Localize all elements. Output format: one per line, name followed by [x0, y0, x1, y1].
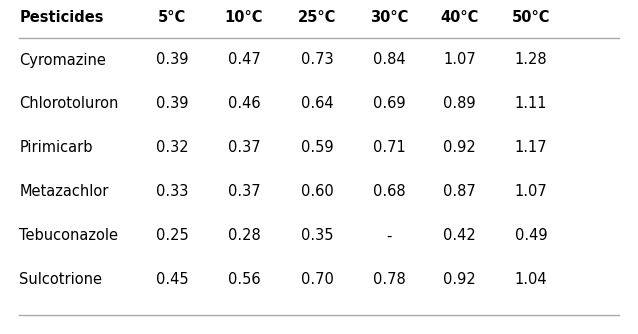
Text: 0.35: 0.35 [301, 228, 334, 243]
Text: 0.32: 0.32 [156, 141, 189, 156]
Text: 1.07: 1.07 [515, 184, 547, 199]
Text: 0.39: 0.39 [156, 52, 188, 67]
Text: 0.78: 0.78 [373, 273, 406, 288]
Text: 0.39: 0.39 [156, 97, 188, 112]
Text: Pesticides: Pesticides [19, 10, 103, 25]
Text: Pirimicarb: Pirimicarb [19, 141, 93, 156]
Text: 1.28: 1.28 [515, 52, 547, 67]
Text: Cyromazine: Cyromazine [19, 52, 106, 67]
Text: 0.33: 0.33 [156, 184, 188, 199]
Text: 1.17: 1.17 [515, 141, 547, 156]
Text: 0.37: 0.37 [228, 184, 260, 199]
Text: 0.59: 0.59 [301, 141, 334, 156]
Text: 0.25: 0.25 [156, 228, 189, 243]
Text: 0.37: 0.37 [228, 141, 260, 156]
Text: -: - [387, 228, 392, 243]
Text: 0.64: 0.64 [301, 97, 334, 112]
Text: 0.46: 0.46 [228, 97, 260, 112]
Text: 30°C: 30°C [370, 10, 408, 25]
Text: 0.87: 0.87 [443, 184, 476, 199]
Text: 0.47: 0.47 [228, 52, 260, 67]
Text: 25°C: 25°C [298, 10, 337, 25]
Text: 1.04: 1.04 [515, 273, 547, 288]
Text: 0.68: 0.68 [373, 184, 406, 199]
Text: 5°C: 5°C [158, 10, 186, 25]
Text: 0.84: 0.84 [373, 52, 406, 67]
Text: 0.71: 0.71 [373, 141, 406, 156]
Text: 0.89: 0.89 [443, 97, 476, 112]
Text: Tebuconazole: Tebuconazole [19, 228, 118, 243]
Text: 0.60: 0.60 [301, 184, 334, 199]
Text: 40°C: 40°C [440, 10, 478, 25]
Text: Sulcotrione: Sulcotrione [19, 273, 102, 288]
Text: 0.28: 0.28 [228, 228, 260, 243]
Text: 0.73: 0.73 [301, 52, 334, 67]
Text: 0.49: 0.49 [515, 228, 547, 243]
Text: 0.45: 0.45 [156, 273, 189, 288]
Text: 0.69: 0.69 [373, 97, 406, 112]
Text: Metazachlor: Metazachlor [19, 184, 108, 199]
Text: 0.70: 0.70 [301, 273, 334, 288]
Text: 0.42: 0.42 [443, 228, 476, 243]
Text: 0.92: 0.92 [443, 141, 476, 156]
Text: 50°C: 50°C [512, 10, 551, 25]
Text: Chlorotoluron: Chlorotoluron [19, 97, 119, 112]
Text: 1.07: 1.07 [443, 52, 476, 67]
Text: 10°C: 10°C [225, 10, 263, 25]
Text: 0.92: 0.92 [443, 273, 476, 288]
Text: 0.56: 0.56 [228, 273, 260, 288]
Text: 1.11: 1.11 [515, 97, 547, 112]
